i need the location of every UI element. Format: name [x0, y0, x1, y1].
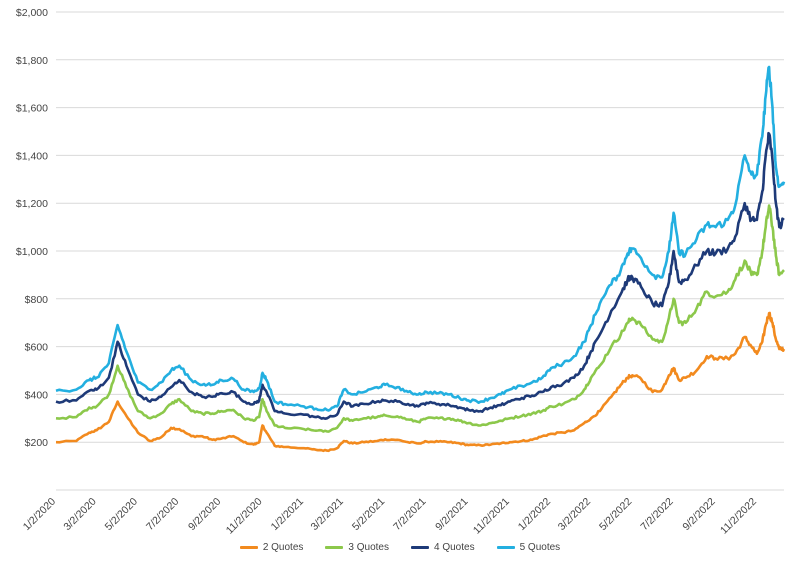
legend-item-5-quotes: 5 Quotes [496, 542, 561, 553]
legend-swatch [239, 546, 258, 549]
x-tick-label: 1/2/2020 [21, 496, 58, 533]
y-tick-label: $800 [25, 294, 49, 306]
y-axis-ticks: $200 $400 $600 $800 $1,000 $1,200 $1,400 $1,600… [16, 7, 48, 449]
series-line-5-quotes [55, 65, 786, 412]
x-tick-label: 5/2/2021 [350, 496, 387, 533]
line-chart: $200 $400 $600 $800 $1,000 $1,200 $1,400 $1,600… [16, 7, 786, 537]
legend-label: 2 Quotes [262, 542, 304, 553]
series-lines [55, 65, 786, 453]
x-tick-label: 3/2/2021 [309, 496, 346, 533]
x-tick-label: 3/2/2020 [61, 496, 98, 533]
legend-label: 4 Quotes [434, 542, 475, 553]
gridlines [56, 11, 784, 491]
legend-item-3-quotes: 3 Quotes [325, 542, 389, 553]
x-tick-label: 11/2/2020 [224, 496, 265, 537]
y-tick-label: $1,800 [16, 55, 48, 67]
y-tick-label: $600 [25, 342, 49, 354]
x-tick-label: 9/2/2020 [186, 496, 223, 533]
x-tick-label: 9/2/2021 [433, 496, 470, 533]
x-tick-label: 11/2/2021 [471, 496, 512, 537]
x-axis-ticks: 1/2/2020 3/2/2020 5/2/2020 7/2/2020 9/2/2020… [21, 496, 759, 537]
legend: 2 Quotes 3 Quotes 4 Quotes 5 Quotes [0, 542, 800, 553]
y-tick-label: $200 [25, 437, 49, 449]
x-tick-label: 5/2/2020 [103, 496, 140, 533]
y-tick-label: $1,600 [16, 103, 48, 115]
x-tick-label: 1/2/2021 [269, 496, 306, 533]
x-tick-label: 5/2/2022 [597, 496, 634, 533]
series-line-4-quotes [55, 131, 785, 420]
y-tick-label: $1,200 [16, 198, 48, 210]
legend-label: 3 Quotes [348, 542, 389, 553]
series-line-3-quotes [55, 204, 785, 433]
y-tick-label: $2,000 [16, 7, 48, 19]
x-tick-label: 7/2/2021 [391, 496, 428, 533]
y-tick-label: $1,400 [16, 150, 48, 162]
series-line-2-quotes [55, 311, 786, 453]
x-tick-label: 7/2/2020 [144, 496, 181, 533]
legend-swatch [496, 546, 515, 549]
legend-label: 5 Quotes [519, 542, 561, 553]
y-tick-label: $1,000 [16, 246, 48, 258]
x-tick-label: 7/2/2022 [638, 496, 675, 533]
x-tick-label: 9/2/2022 [680, 496, 717, 533]
x-tick-label: 3/2/2022 [556, 496, 593, 533]
x-tick-label: 11/2/2022 [718, 496, 759, 537]
legend-item-2-quotes: 2 Quotes [239, 542, 304, 553]
legend-item-4-quotes: 4 Quotes [411, 542, 475, 553]
x-tick-label: 1/2/2022 [516, 496, 553, 533]
y-tick-label: $400 [25, 389, 49, 401]
legend-swatch [325, 546, 344, 549]
legend-swatch [411, 546, 429, 549]
